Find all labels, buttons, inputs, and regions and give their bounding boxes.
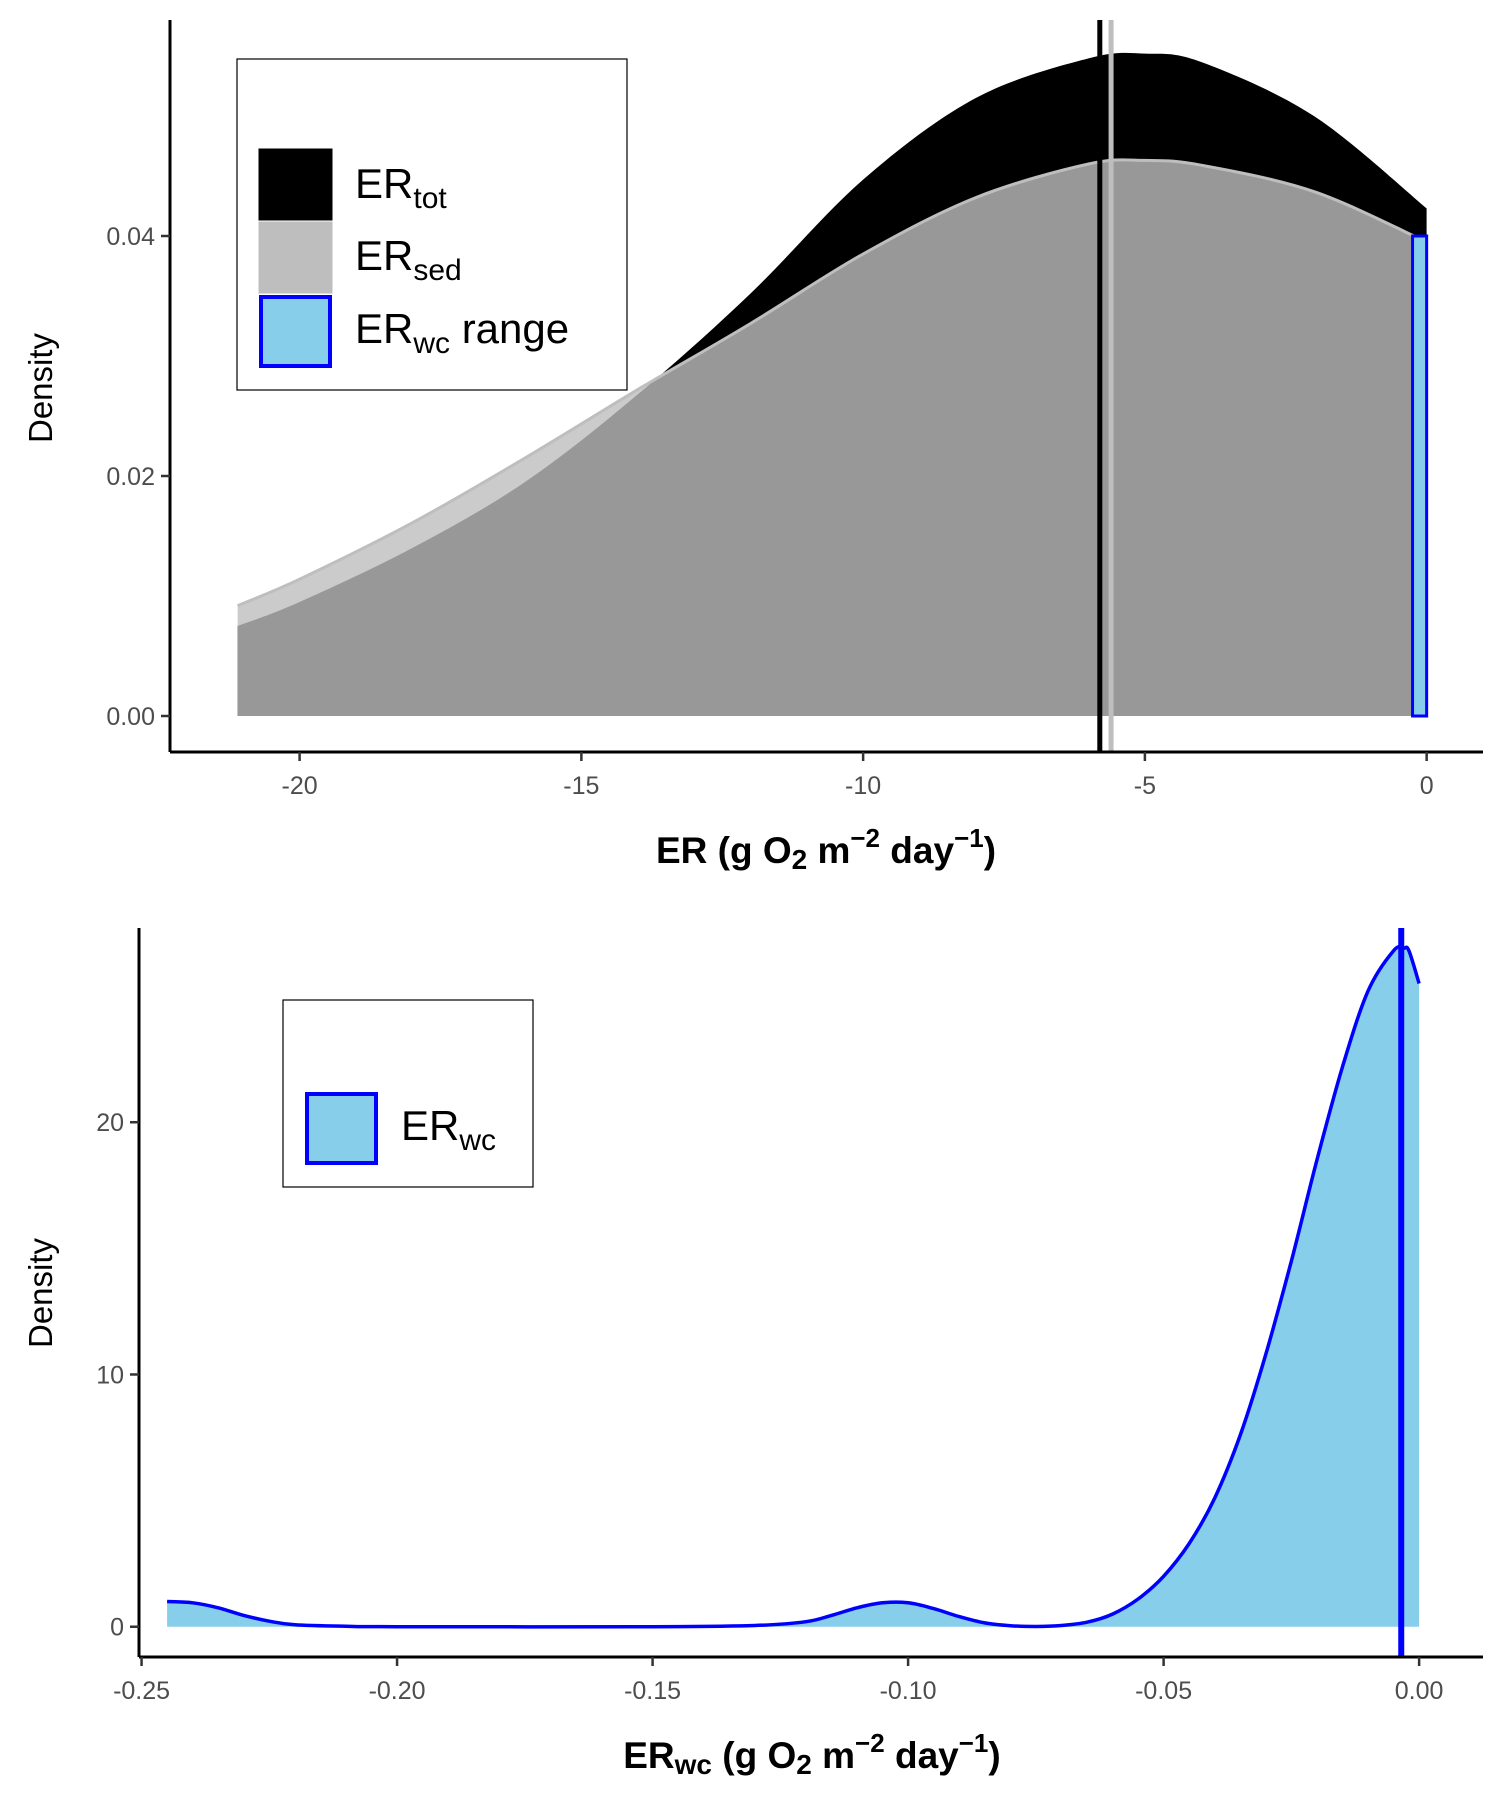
legend-label-er-sed: ERsed [355,232,462,287]
x-tick-label: -15 [563,772,599,800]
x-tick-label: 0 [1420,772,1434,800]
x-tick-label: -0.15 [624,1677,681,1705]
legend: ERwc [282,999,534,1188]
er-sed-density-area [237,159,1427,716]
y-ticks: 0.00 0.02 0.04 [106,223,170,731]
y-axis-title: Density [22,1237,59,1348]
y-tick-label: 0.00 [106,703,155,731]
mean-lines [1097,20,1114,752]
legend-key-er-sed [258,221,333,294]
x-tick-label: -20 [282,772,318,800]
legend-label-er-wc: ERwc [401,1102,496,1157]
x-tick-label: 0.00 [1395,1677,1444,1705]
y-tick-label: 0.04 [106,223,155,251]
x-tick-label: -0.20 [369,1677,426,1705]
legend-key-er-tot [258,148,333,221]
density-areas [167,945,1421,1629]
er-wc-density-line [167,945,1421,1629]
density-panel-er-wc: -0.25 -0.20 -0.15 -0.10 -0.05 0.00 0 10 20 Dens… [22,928,1483,1780]
x-tick-label: -0.05 [1135,1677,1192,1705]
x-tick-label: -10 [845,772,881,800]
y-tick-label: 20 [96,1109,124,1137]
y-tick-label: 0.02 [106,463,155,491]
density-areas [237,52,1428,717]
legend-key-er-wc-range [259,295,332,368]
x-tick-label: -0.25 [113,1677,170,1705]
legend-label-er-wc-range: ERwc range [355,305,569,360]
x-axis-title: ER (g O2 m−2 day−1) [656,823,996,875]
legend-label-er-tot: ERtot [355,160,447,215]
legend: ERtot ERsed ERwc range [236,58,628,391]
y-axis-title: Density [22,332,59,443]
y-tick-label: 10 [96,1361,124,1389]
x-axis-title: ERwc (g O2 m−2 day−1) [623,1728,1000,1780]
er-wc-range-rect [1411,234,1429,718]
er-sed-density-line [237,158,1428,607]
x-ticks: -20 -15 -10 -5 0 [282,752,1434,800]
legend-key-er-wc [305,1092,378,1165]
x-tick-label: -0.10 [880,1677,937,1705]
density-panel-er: -20 -15 -10 -5 0 0.00 0.02 0.04 Density ER (g … [22,20,1483,875]
y-ticks: 0 10 20 [96,1109,139,1642]
y-tick-label: 0 [110,1614,124,1642]
x-tick-label: -5 [1134,772,1156,800]
x-ticks: -0.25 -0.20 -0.15 -0.10 -0.05 0.00 [113,1657,1443,1705]
er-wc-density-area [167,946,1420,1627]
